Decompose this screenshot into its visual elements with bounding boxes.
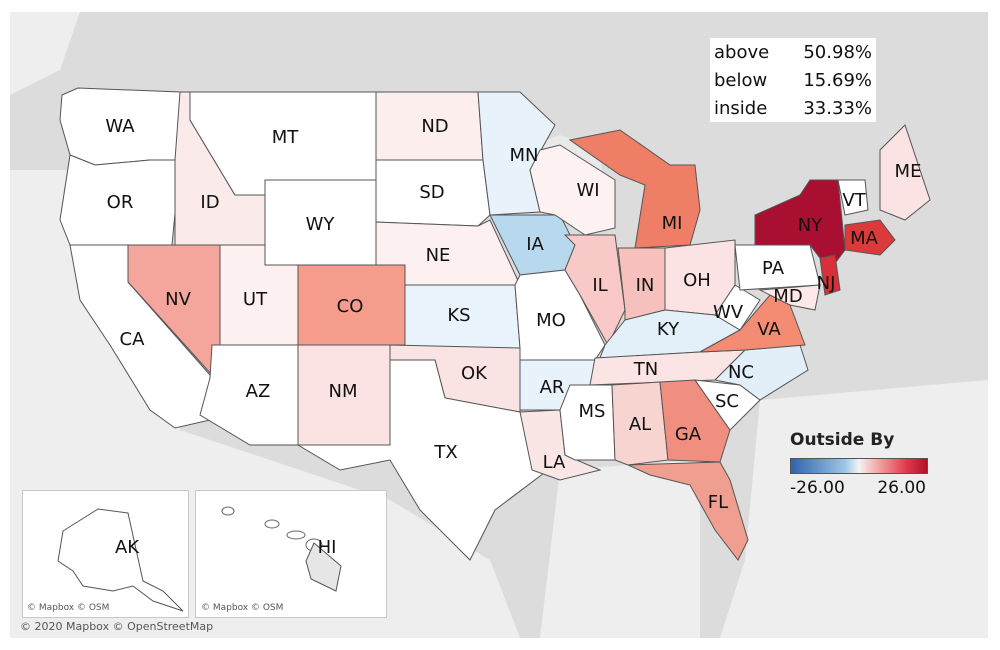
state-label: NC — [728, 362, 754, 383]
inset-credit: © Mapbox © OSM — [201, 603, 283, 613]
state-label: MN — [510, 145, 539, 166]
state-label: AZ — [246, 381, 271, 402]
summary-row-below: below 15.69% — [714, 66, 872, 94]
legend-title: Outside By — [790, 430, 895, 450]
state-label: IA — [526, 234, 544, 255]
hawaii-inset[interactable]: HI © Mapbox © OSM — [195, 490, 387, 618]
state-label: LA — [543, 452, 566, 473]
legend-max-label: 26.00 — [877, 478, 926, 498]
state-label: ID — [200, 192, 219, 213]
state-label: NV — [165, 289, 191, 310]
state-label: MT — [272, 127, 300, 148]
legend-ticks: -26.00 26.00 — [790, 478, 926, 498]
ocean-atlantic — [720, 380, 988, 638]
state-label: WV — [713, 302, 744, 323]
state-label: OH — [683, 270, 711, 291]
state-label: WY — [306, 214, 336, 235]
state-label: ME — [895, 161, 922, 182]
state-ms[interactable] — [559, 384, 616, 461]
state-label: ND — [421, 116, 448, 137]
state-label: SD — [419, 182, 444, 203]
summary-row-inside: inside 33.33% — [714, 94, 872, 122]
state-al[interactable] — [611, 381, 669, 466]
state-label: NY — [798, 215, 823, 236]
state-ny[interactable] — [754, 179, 846, 271]
state-label: CA — [120, 329, 146, 350]
state-label: TN — [633, 359, 658, 380]
state-label: NM — [329, 381, 358, 402]
state-md[interactable] — [758, 284, 821, 311]
state-label: VT — [842, 190, 866, 211]
alaska-map: AK © Mapbox © OSM — [27, 508, 184, 613]
hawaii-map: HI © Mapbox © OSM — [201, 506, 342, 613]
state-label: HI — [318, 537, 337, 558]
state-ak[interactable] — [57, 508, 184, 612]
state-label: AK — [115, 537, 140, 558]
summary-value: 33.33% — [803, 97, 872, 119]
state-label: WA — [105, 116, 135, 137]
state-label: FL — [708, 492, 728, 513]
state-hi[interactable] — [305, 542, 342, 592]
island-kauai — [221, 506, 235, 516]
state-label: KS — [447, 305, 470, 326]
summary-value: 50.98% — [803, 41, 872, 63]
state-label: AR — [540, 377, 565, 398]
legend-min-label: -26.00 — [790, 478, 845, 498]
ocean-northwest — [10, 12, 80, 95]
state-labels: WA OR CA ID NV MT WY UT AZ CO NM ND SD N… — [105, 116, 921, 513]
alaska-inset[interactable]: AK © Mapbox © OSM — [22, 490, 189, 618]
state-sd[interactable] — [375, 159, 491, 227]
state-label: TX — [433, 442, 457, 463]
state-label: IL — [592, 275, 607, 296]
state-label: SC — [715, 391, 739, 412]
state-label: NJ — [817, 273, 836, 294]
state-label: OR — [107, 192, 134, 213]
color-legend: Outside By -26.00 26.00 — [790, 430, 928, 498]
state-label: MI — [662, 213, 683, 234]
state-wv[interactable] — [714, 284, 761, 331]
state-me[interactable] — [879, 124, 931, 221]
state-mi[interactable] — [568, 129, 701, 249]
island-molokai — [286, 530, 306, 540]
state-label: VA — [757, 319, 781, 340]
percentage-summary: above 50.98% below 15.69% inside 33.33% — [710, 38, 876, 122]
state-label: OK — [461, 363, 488, 384]
state-vt[interactable] — [837, 179, 869, 216]
legend-gradient-bar — [790, 458, 928, 474]
inset-credit: © Mapbox © OSM — [27, 603, 109, 613]
summary-key: inside — [714, 97, 768, 119]
state-label: UT — [243, 289, 268, 310]
state-label: CO — [337, 296, 364, 317]
state-label: KY — [657, 319, 680, 340]
state-nj[interactable] — [819, 254, 841, 296]
state-label: MD — [773, 286, 802, 307]
summary-key: above — [714, 41, 770, 63]
state-label: MA — [850, 228, 879, 249]
ocean-gulf — [540, 460, 700, 638]
state-label: PA — [762, 258, 785, 279]
map-attribution: © 2020 Mapbox © OpenStreetMap — [20, 620, 214, 633]
state-label: MO — [536, 310, 566, 331]
state-label: NE — [426, 245, 451, 266]
state-label: MS — [579, 401, 606, 422]
summary-row-above: above 50.98% — [714, 38, 872, 66]
state-label: GA — [675, 424, 702, 445]
state-label: AL — [629, 414, 651, 435]
summary-key: below — [714, 69, 768, 91]
state-label: IN — [636, 275, 655, 296]
state-ga[interactable] — [659, 379, 731, 463]
state-label: WI — [576, 180, 599, 201]
summary-value: 15.69% — [803, 69, 872, 91]
state-ma[interactable] — [844, 219, 896, 256]
state-il[interactable] — [563, 234, 626, 347]
state-fl[interactable] — [627, 461, 749, 561]
island-oahu — [264, 519, 280, 529]
